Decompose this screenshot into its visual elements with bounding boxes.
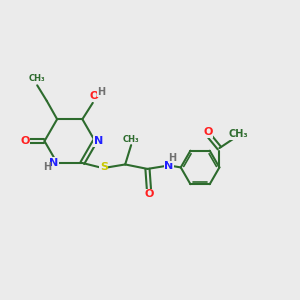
Text: N: N [49, 158, 58, 168]
Text: O: O [144, 189, 154, 199]
Text: CH₃: CH₃ [228, 129, 248, 139]
Text: H: H [97, 87, 105, 97]
Text: CH₃: CH₃ [123, 135, 140, 144]
Text: N: N [94, 136, 103, 146]
Text: N: N [164, 161, 173, 171]
Text: O: O [90, 91, 99, 101]
Text: H: H [168, 153, 176, 163]
Text: H: H [43, 162, 51, 172]
Text: S: S [100, 162, 108, 172]
Text: O: O [20, 136, 30, 146]
Text: CH₃: CH₃ [29, 74, 46, 83]
Text: O: O [203, 127, 213, 137]
